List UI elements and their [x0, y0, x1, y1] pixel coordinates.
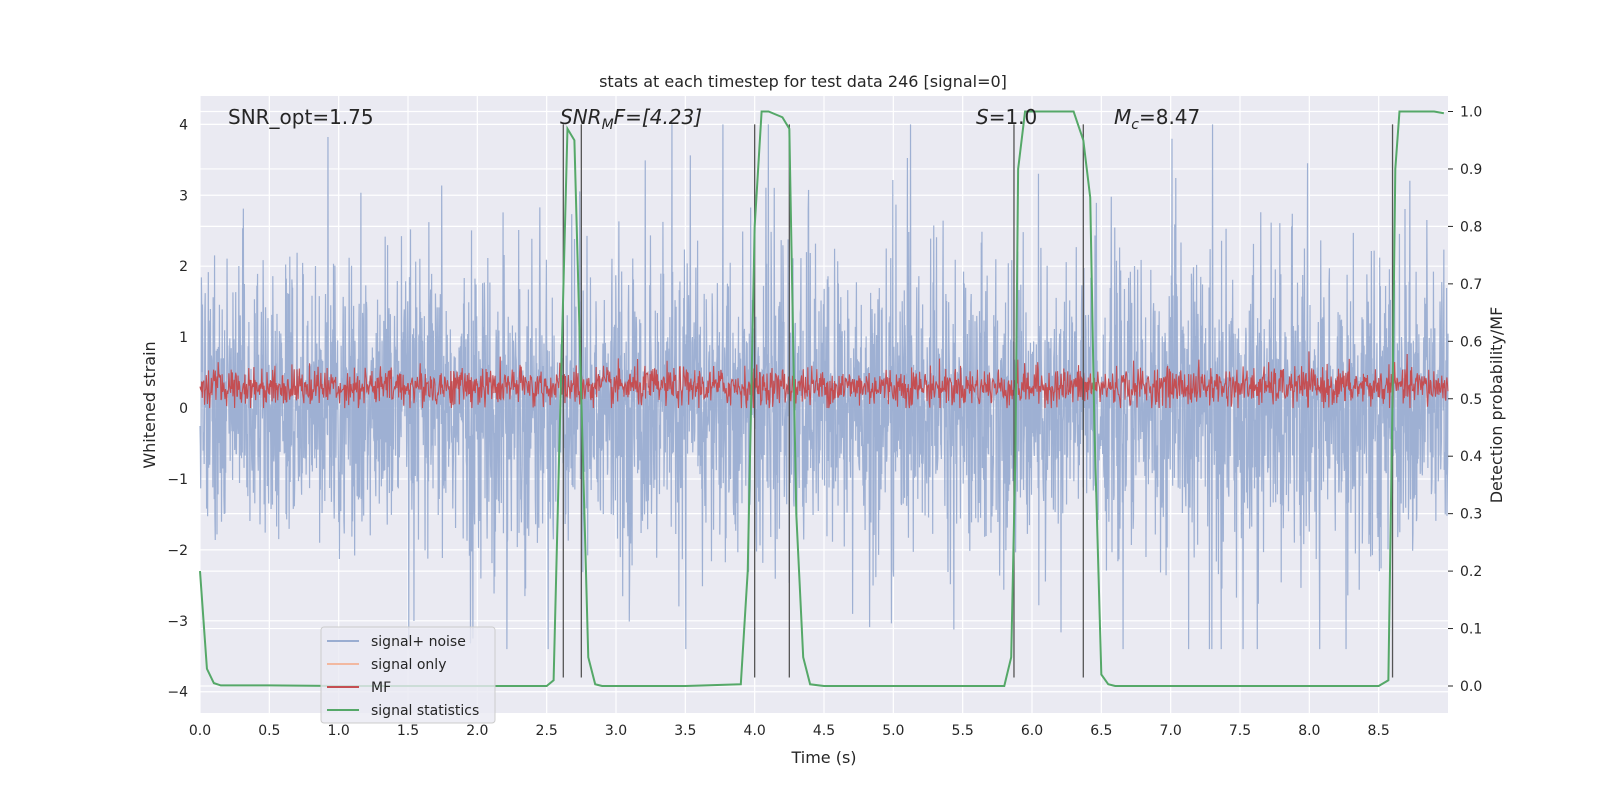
y-left-tick-label: 4	[179, 117, 188, 133]
x-tick-label: 8.0	[1298, 723, 1320, 739]
x-tick-label: 1.0	[328, 723, 350, 739]
x-tick-label: 0.0	[189, 723, 211, 739]
mc-base: M	[1114, 105, 1131, 129]
mc-value: =8.47	[1139, 105, 1200, 129]
snr-mf-sub: M	[602, 117, 614, 133]
snr-mf-rest: F=[4.23]	[614, 105, 702, 129]
x-tick-label: 6.0	[1021, 723, 1043, 739]
x-tick-label: 3.5	[674, 723, 696, 739]
y-right-axis-label: Detection probability/MF	[1487, 307, 1506, 504]
snr-mf-annotation: SNRMF=[4.23]	[560, 105, 702, 133]
mc-sub: c	[1131, 117, 1139, 133]
legend-label: signal only	[371, 657, 446, 673]
x-tick-label: 8.5	[1368, 723, 1390, 739]
x-tick-label: 4.5	[813, 723, 835, 739]
y-right-tick-label: 0.7	[1460, 277, 1482, 293]
y-left-tick-label: 0	[179, 401, 188, 417]
x-tick-label: 1.5	[397, 723, 419, 739]
y-left-tick-label: 2	[179, 259, 188, 275]
x-tick-label: 0.5	[258, 723, 280, 739]
y-right-tick-label: 1.0	[1460, 105, 1482, 121]
y-left-tick-label: −4	[167, 685, 188, 701]
signal-statistics-series	[199, 110, 1445, 687]
legend: signal+ noise signal only MF signal statist…	[320, 626, 496, 724]
y-right-tick-label: 0.1	[1460, 622, 1482, 638]
x-tick-label: 4.0	[744, 723, 766, 739]
x-tick-label: 7.5	[1229, 723, 1251, 739]
s-annotation: S=1.0	[976, 105, 1037, 129]
legend-box	[320, 626, 496, 724]
s-label: S	[976, 105, 989, 129]
y-left-tick-label: 3	[179, 188, 188, 204]
s-value: =1.0	[989, 105, 1038, 129]
x-tick-label: 5.5	[952, 723, 974, 739]
y-right-tick-label: 0.4	[1460, 449, 1482, 465]
x-tick-labels: 0.0 0.5 1.0 1.5 2.0 2.5 3.0 3.5 4.0 4.5 5.0 5.5 6.0 6…	[189, 723, 1390, 739]
x-tick-label: 7.0	[1160, 723, 1182, 739]
y-right-tick-label: 0.2	[1460, 564, 1482, 580]
mc-annotation: Mc=8.47	[1114, 105, 1200, 133]
y-right-tick-labels: 1.0 0.9 0.8 0.7 0.6 0.5 0.4 0.3 0.2 0.1 0.0	[1448, 105, 1482, 695]
legend-label: MF	[371, 680, 391, 696]
x-tick-label: 5.0	[882, 723, 904, 739]
x-tick-label: 3.0	[605, 723, 627, 739]
x-axis-label: Time (s)	[790, 748, 856, 767]
y-right-tick-label: 0.8	[1460, 219, 1482, 235]
legend-label: signal+ noise	[371, 634, 466, 650]
x-tick-label: 2.5	[536, 723, 558, 739]
y-left-tick-label: −1	[167, 472, 188, 488]
y-right-tick-label: 0.3	[1460, 507, 1482, 523]
x-tick-label: 2.0	[466, 723, 488, 739]
y-left-tick-label: −3	[167, 614, 188, 630]
snr-opt-annotation: SNR_opt=1.75	[228, 105, 374, 129]
y-right-tick-label: 0.0	[1460, 679, 1482, 695]
y-left-tick-label: 1	[179, 330, 188, 346]
legend-label: signal statistics	[371, 703, 479, 719]
mf-line	[199, 351, 1449, 409]
y-right-tick-label: 0.6	[1460, 334, 1482, 350]
y-right-tick-label: 0.5	[1460, 392, 1482, 408]
y-left-tick-label: −2	[167, 543, 188, 559]
signal-statistics-line	[199, 110, 1445, 687]
signal-noise-series	[199, 124, 1449, 650]
x-tick-label: 6.5	[1090, 723, 1112, 739]
y-right-tick-label: 0.9	[1460, 162, 1482, 178]
snr-mf-base: SNR	[560, 105, 602, 129]
y-left-axis-label: Whitened strain	[140, 341, 159, 468]
mf-series	[199, 351, 1449, 409]
signal-noise-line	[199, 124, 1449, 650]
y-left-tick-labels: 4 3 2 1 0 −1 −2 −3 −4	[167, 117, 188, 700]
chart-title: stats at each timestep for test data 246…	[599, 72, 1007, 91]
